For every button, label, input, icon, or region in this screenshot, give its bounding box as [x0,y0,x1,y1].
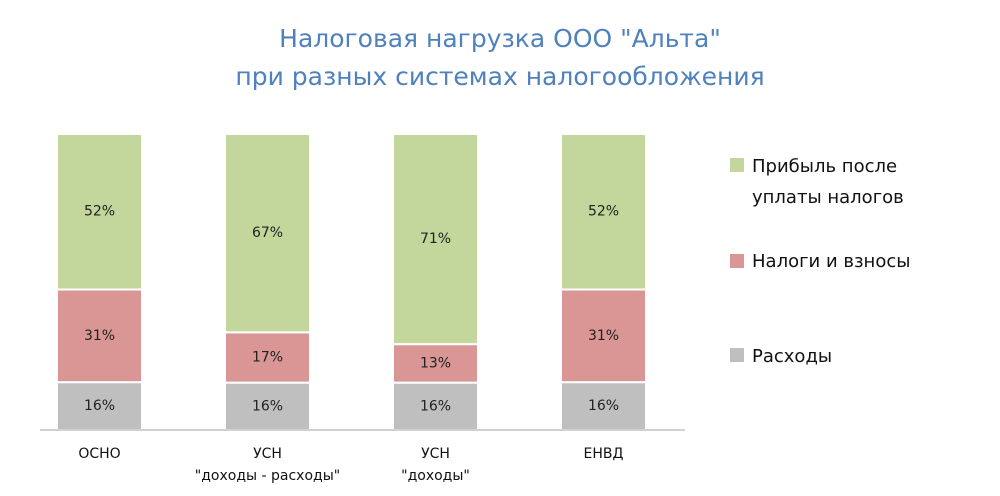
data-label: 16% [252,398,283,414]
legend-label: Прибыль после [752,156,897,177]
data-label: 17% [252,349,283,365]
chart-title-line-2: при разных системах налогообложения [235,62,764,91]
category-label: ОСНО [78,446,120,462]
category-label: "доходы" [401,468,470,484]
data-label: 13% [420,355,451,371]
bars-group: 16% 31% 52% 16% 17% 67% 16% 13% 71% 16% 31% 52% [56,133,647,432]
data-label: 16% [84,398,115,414]
data-label: 31% [84,328,115,344]
category-label: "доходы - расходы" [195,468,340,484]
legend-entry: Прибыль после уплаты налогов [730,156,904,208]
bar-stack: 16% 13% 71% [392,133,479,432]
data-label: 16% [588,398,619,414]
bar-segment [560,133,647,291]
legend-entry: Налоги и взносы [730,251,910,272]
bar-segment [56,381,143,432]
legend-swatch [730,158,744,172]
category-labels: ОСНО УСН "доходы - расходы" УСН "доходы" ЕНВД [78,446,623,484]
bar-segment [392,133,479,346]
data-label: 31% [588,328,619,344]
bar-segment [560,381,647,432]
bar-segment [224,381,311,432]
data-label: 52% [84,204,115,220]
bar-segment [56,288,143,384]
bar-stack: 16% 17% 67% [224,133,311,432]
legend-label: Налоги и взносы [752,251,910,272]
data-label: 67% [252,225,283,241]
legend-swatch [730,348,744,362]
bar-stack: 16% 31% 52% [560,133,647,432]
legend-label: Расходы [752,346,832,367]
bar-segment [224,133,311,334]
category-label: УСН [253,446,282,462]
chart-title-line-1: Налоговая нагрузка ООО "Альта" [279,24,721,53]
bar-stack: 16% 31% 52% [56,133,143,432]
bar-segment [392,343,479,384]
chart-title: Налоговая нагрузка ООО "Альта" при разны… [235,24,764,91]
data-label: 16% [420,398,451,414]
legend-entry: Расходы [730,346,832,367]
bar-segment [224,331,311,384]
legend: Прибыль после уплаты налогов Налоги и взно… [730,156,910,367]
data-label: 71% [420,231,451,247]
category-label: ЕНВД [584,446,624,462]
category-label: УСН [421,446,450,462]
bar-segment [560,288,647,384]
legend-label: уплаты налогов [752,187,904,208]
data-label: 52% [588,204,619,220]
legend-swatch [730,254,744,268]
bar-segment [56,133,143,291]
